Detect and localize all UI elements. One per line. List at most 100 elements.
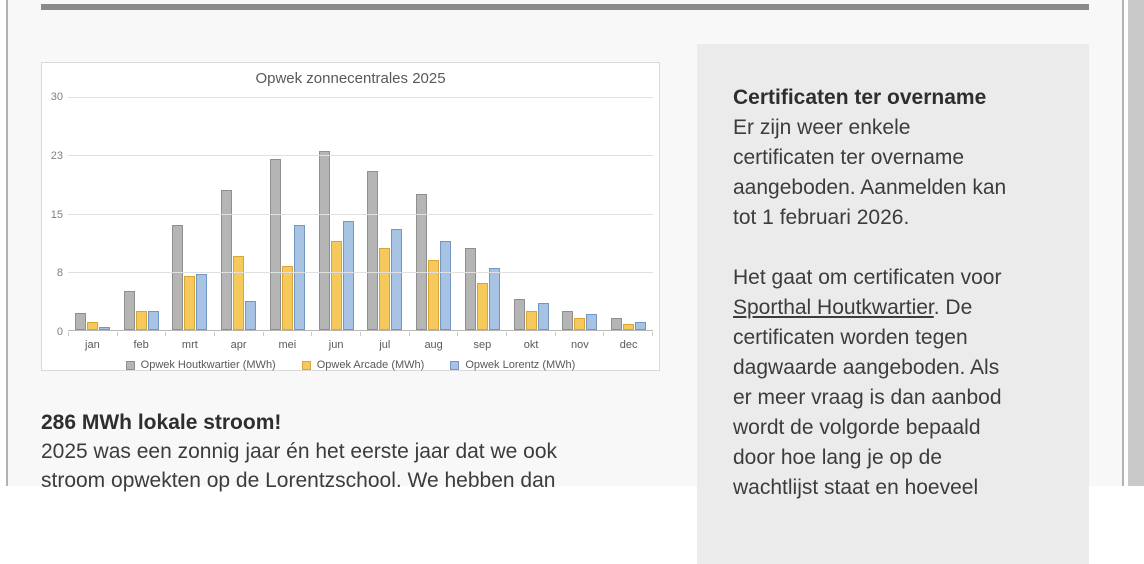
legend-item: Opwek Arcade (MWh) [301, 359, 425, 371]
gridline [68, 155, 653, 157]
x-tick-label: nov [571, 339, 589, 351]
sporthal-houtkwartier-link[interactable]: Sporthal Houtkwartier [733, 296, 934, 319]
x-tick [312, 332, 362, 336]
x-tick [507, 332, 556, 336]
legend-swatch-icon [301, 360, 311, 370]
bar [440, 240, 452, 330]
certificates-box: Certificaten ter overname Er zijn weer e… [697, 44, 1089, 564]
bar [74, 312, 86, 330]
x-tick [410, 332, 459, 336]
x-tick [604, 332, 654, 336]
legend-item: Opwek Houtkwartier (MWh) [125, 359, 276, 371]
y-tick-label: 8 [56, 267, 63, 280]
bar [562, 310, 574, 330]
bar-group-nov [556, 97, 605, 330]
y-tick-label: 30 [50, 91, 63, 103]
bar [635, 322, 647, 330]
bar [233, 256, 245, 330]
legend-swatch-icon [450, 360, 460, 370]
legend-label: Opwek Arcade (MWh) [316, 359, 425, 371]
x-tick-label: apr [230, 339, 247, 351]
x-tick-label: jan [85, 339, 100, 351]
x-tick [215, 332, 264, 336]
bar [476, 283, 488, 330]
y-axis-labels: 30 23 15 8 0 [42, 91, 68, 338]
article-body: 2025 was een zonnig jaar én het eerste j… [41, 440, 558, 492]
x-tick [556, 332, 605, 336]
certificates-paragraph-2: Het gaat om certificaten voor Sporthal H… [733, 263, 1053, 503]
x-tick-label: jul [379, 339, 391, 351]
x-tick-label: mei [278, 339, 297, 351]
x-tick-label: sep [473, 339, 492, 351]
article-heading: 286 MWh lokale stroom! [41, 411, 282, 434]
bar [342, 221, 354, 330]
bar [488, 267, 500, 330]
legend-label: Opwek Lorentz (MWh) [465, 359, 576, 371]
bar [537, 302, 549, 330]
y-tick-label: 0 [56, 326, 63, 338]
main-content-row: Opwek zonnecentrales 2025 30 23 15 8 0 jan fe… [41, 44, 1089, 564]
article: 286 MWh lokale stroom! 2025 was een zonn… [41, 408, 660, 495]
bar [196, 274, 208, 330]
bar [135, 311, 147, 330]
page-right-gutter [1128, 0, 1144, 486]
x-tick [361, 332, 410, 336]
y-tick-label: 15 [50, 208, 63, 221]
bar [281, 265, 293, 330]
bar [586, 314, 598, 330]
bar-group-apr [214, 97, 263, 330]
bar [623, 323, 635, 330]
y-tick-label: 23 [50, 149, 63, 162]
x-axis-ticks [68, 332, 654, 336]
bar [416, 194, 428, 330]
x-tick-label: mrt [181, 339, 198, 351]
bar [147, 311, 159, 330]
bar [318, 151, 330, 330]
bar [123, 291, 135, 330]
chart-legend: Opwek Houtkwartier (MWh) Opwek Arcade (MW… [42, 359, 659, 371]
bar [513, 298, 525, 330]
x-tick-label: feb [133, 339, 149, 351]
bar [525, 310, 537, 330]
section-divider [41, 4, 1089, 10]
x-tick [458, 332, 508, 336]
bar-group-dec [604, 97, 653, 330]
chart-body: 30 23 15 8 0 [42, 91, 659, 338]
bar [428, 260, 440, 330]
bar-group-okt [507, 97, 556, 330]
bar [221, 190, 233, 330]
bar [245, 301, 257, 330]
gridline [68, 271, 653, 273]
paragraph-2-rest: . De certificaten worden tegen dagwaarde… [733, 296, 1002, 499]
bar [98, 326, 110, 330]
bar [391, 229, 403, 330]
x-tick-label: dec [619, 339, 638, 351]
certificates-heading: Certificaten ter overname [733, 86, 987, 109]
bar [464, 248, 476, 330]
certificates-paragraph-1: Er zijn weer enkele certificaten ter ove… [733, 116, 1007, 229]
plot-area [68, 97, 653, 331]
bar-group-mrt [166, 97, 215, 330]
x-tick-label: aug [424, 339, 443, 351]
bar-groups [68, 97, 653, 330]
left-column: Opwek zonnecentrales 2025 30 23 15 8 0 jan fe… [41, 44, 660, 495]
bar-group-jun [312, 97, 361, 330]
x-axis-labels: jan feb mrt apr mei jun jul aug sep okt nov dec [68, 336, 653, 351]
x-tick-label: jun [328, 339, 344, 351]
bar [379, 248, 391, 330]
bar-group-sep [458, 97, 507, 330]
legend-label: Opwek Houtkwartier (MWh) [140, 359, 276, 371]
bar [330, 240, 342, 330]
bar [86, 322, 98, 330]
gridline [68, 213, 653, 215]
newsletter-card: Opwek zonnecentrales 2025 30 23 15 8 0 jan fe… [6, 0, 1124, 564]
x-tick [264, 332, 313, 336]
bar-group-aug [409, 97, 458, 330]
gridline [68, 97, 653, 98]
bar [172, 225, 184, 330]
bar-group-feb [117, 97, 166, 330]
bar [293, 225, 305, 330]
solar-production-chart: Opwek zonnecentrales 2025 30 23 15 8 0 jan fe… [41, 62, 660, 371]
bar [269, 159, 281, 330]
paragraph-2-lead: Het gaat om certificaten voor [733, 266, 1002, 289]
